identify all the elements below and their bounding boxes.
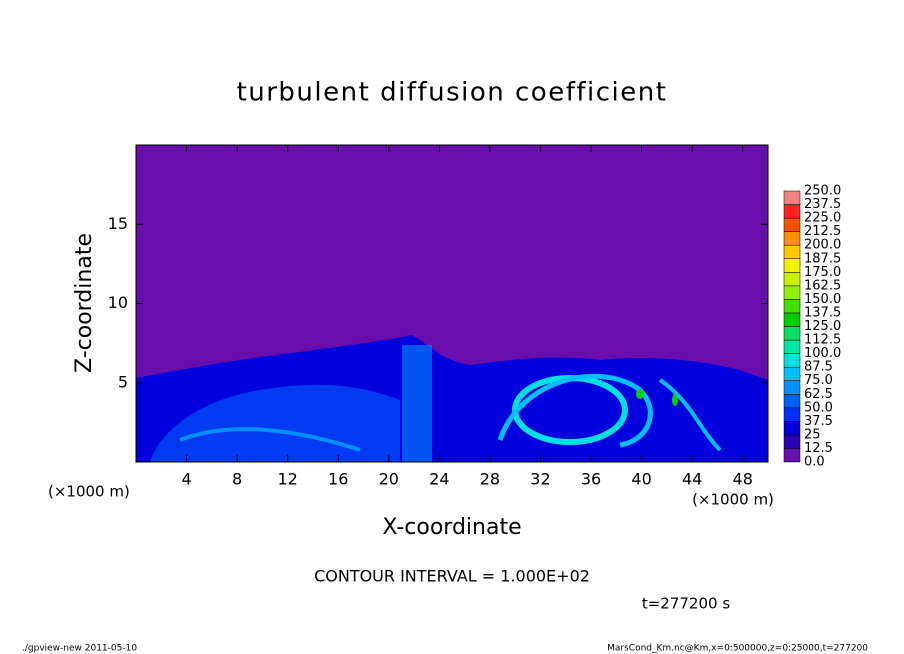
colorbar-label: 37.5	[804, 414, 833, 429]
eddy	[179, 427, 361, 452]
colorbar-label: 12.5	[804, 441, 833, 456]
x-tick-label: 20	[379, 470, 399, 489]
chart-title: turbulent diffusion coefficient	[237, 78, 668, 108]
contour-field	[136, 145, 768, 462]
y-tick-label: 15	[108, 214, 128, 233]
vortex-arm	[658, 378, 722, 452]
colorbar-label: 137.5	[804, 305, 841, 320]
colorbar-label: 75.0	[804, 373, 833, 388]
colorbar-label: 212.5	[804, 224, 841, 239]
footer-left: ./gpview-new 2011-05-10	[22, 644, 137, 654]
x-tick-label: 36	[581, 470, 601, 489]
x-tick-label: 4	[181, 470, 191, 489]
contour-interval: CONTOUR INTERVAL = 1.000E+02	[314, 567, 590, 586]
colorbar-box	[783, 272, 801, 287]
colorbar-box	[783, 353, 801, 368]
colorbar-box	[783, 217, 801, 232]
colorbar-label: 62.5	[804, 387, 833, 402]
colorbar-box	[783, 434, 801, 449]
colorbar-label: 237.5	[804, 197, 841, 212]
colorbar-box	[783, 394, 801, 409]
x-unit: (×1000 m)	[692, 491, 774, 509]
colorbar-box	[783, 407, 801, 422]
y-axis-label: Z-coordinate	[72, 233, 97, 373]
colorbar-label: 200.0	[804, 238, 841, 253]
colorbar-box	[783, 231, 801, 246]
x-tick-label: 16	[328, 470, 348, 489]
x-tick-label: 24	[429, 470, 449, 489]
colorbar-label: 25	[804, 427, 821, 442]
colorbar-box	[783, 244, 801, 259]
colorbar-label: 187.5	[804, 251, 841, 266]
colorbar-box	[783, 366, 801, 381]
colorbar-box	[783, 258, 801, 273]
colorbar-label: 50.0	[804, 400, 833, 415]
colorbar-box	[783, 448, 801, 463]
updraft-band	[402, 345, 432, 462]
colorbar-label: 225.0	[804, 211, 841, 226]
colorbar-box	[783, 312, 801, 327]
colorbar-box	[783, 190, 801, 205]
colorbar-box	[783, 339, 801, 354]
x-tick-label: 48	[733, 470, 753, 489]
peak	[636, 389, 644, 399]
y-tick-label: 5	[118, 372, 128, 391]
footer-right: MarsCond_Km.nc@Km,x=0:500000,z=0:25000,t…	[607, 644, 868, 654]
peak	[672, 394, 678, 406]
y-unit: (×1000 m)	[48, 483, 130, 501]
colorbar-label: 112.5	[804, 333, 841, 348]
x-tick-label: 32	[530, 470, 550, 489]
x-tick-label: 12	[278, 470, 298, 489]
colorbar-label: 175.0	[804, 265, 841, 280]
y-tick-label: 10	[108, 293, 128, 312]
vortex-arm	[497, 373, 653, 448]
colorbar-box	[783, 299, 801, 314]
colorbar-box	[783, 380, 801, 395]
colorbar-box	[783, 326, 801, 341]
colorbar-label: 150.0	[804, 292, 841, 307]
x-tick-label: 28	[480, 470, 500, 489]
colorbar-label: 250.0	[804, 184, 841, 199]
colorbar-label: 0.0	[804, 455, 825, 470]
x-axis-label: X-coordinate	[382, 515, 521, 540]
colorbar-label: 125.0	[804, 319, 841, 334]
colorbar-label: 87.5	[804, 360, 833, 375]
x-tick-label: 40	[631, 470, 651, 489]
x-tick-label: 44	[682, 470, 702, 489]
time-label: t=277200 s	[642, 595, 730, 613]
colorbar-label: 100.0	[804, 346, 841, 361]
colorbar-box	[783, 421, 801, 436]
colorbar-label: 162.5	[804, 278, 841, 293]
colorbar-box	[783, 204, 801, 219]
x-tick-label: 8	[232, 470, 242, 489]
colorbar-box	[783, 285, 801, 300]
